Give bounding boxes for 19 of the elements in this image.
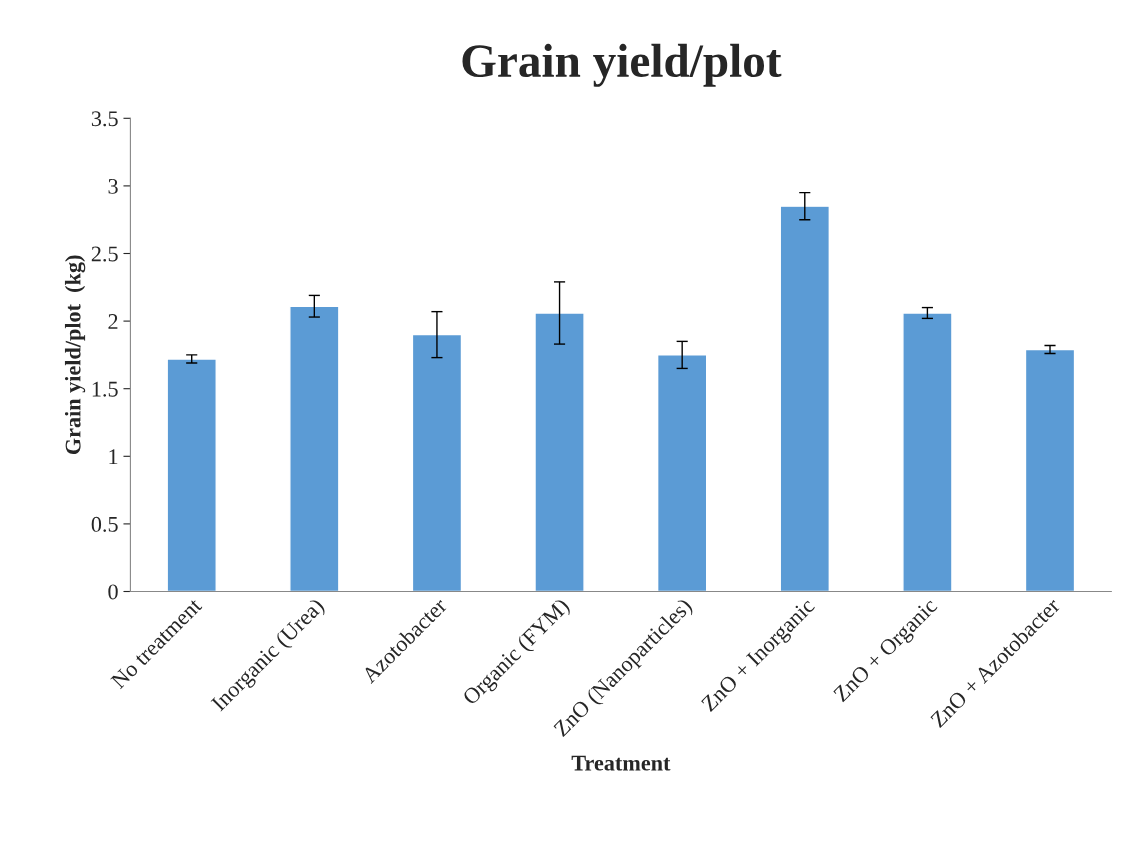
y-tick-label: 0.5 — [91, 516, 118, 532]
y-tick-label: 3 — [108, 178, 118, 194]
y-tick-label: 2.5 — [91, 246, 118, 262]
y-axis-title: Grain yield/plot (kg) — [64, 255, 86, 455]
y-tick-label: 3.5 — [91, 111, 118, 127]
bar — [902, 312, 953, 592]
bar — [289, 305, 340, 592]
bar — [166, 358, 217, 592]
y-tick-label: 2 — [108, 314, 118, 329]
y-tick-label: 1 — [109, 449, 118, 465]
x-axis-title: Treatment — [571, 755, 671, 771]
y-tick-label: 1.5 — [92, 381, 118, 397]
bar — [534, 312, 585, 592]
bar — [1024, 348, 1076, 592]
bar — [656, 354, 708, 592]
chart-title: Grain yield/plot — [462, 43, 782, 87]
bar — [411, 333, 463, 592]
bar — [779, 205, 831, 592]
y-tick-label: 0 — [108, 584, 118, 600]
